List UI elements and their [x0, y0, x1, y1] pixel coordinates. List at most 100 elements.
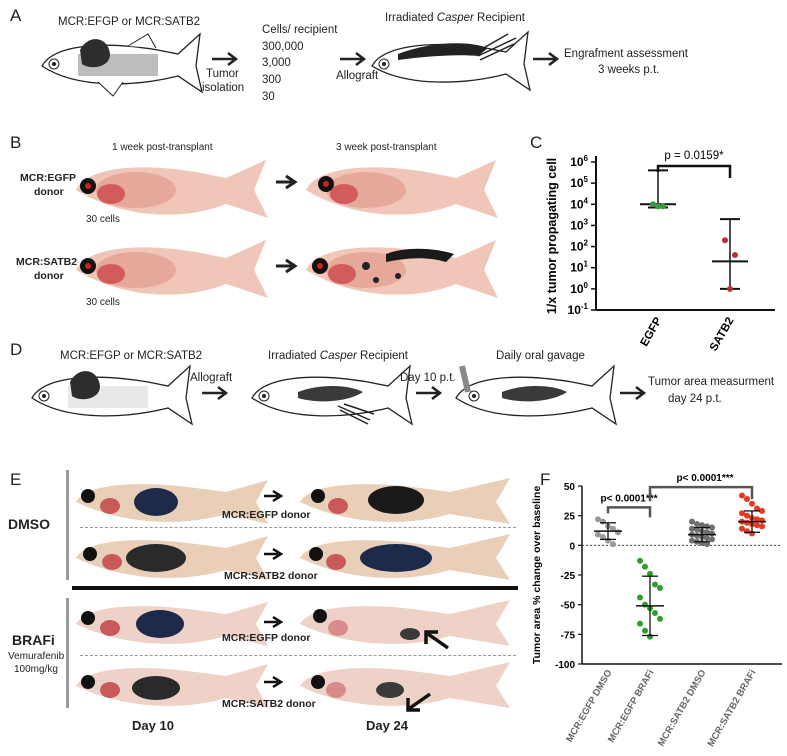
- arrow-e-highlight-1: [424, 630, 450, 650]
- dose-label: 100mg/kg: [14, 664, 58, 675]
- significance-bracket: [656, 164, 732, 178]
- fish-photo-b1: [76, 160, 268, 218]
- data-point: [704, 535, 710, 542]
- drug-label: Vemurafenib: [8, 651, 65, 662]
- data-point: [650, 201, 656, 208]
- panel-e-separator: [72, 586, 518, 590]
- data-point: [759, 507, 765, 514]
- data-point: [739, 525, 745, 532]
- brafi-label: BRAFi: [12, 632, 55, 648]
- arrow-e3: [264, 615, 284, 629]
- data-point: [694, 526, 700, 533]
- y-tick-label: 106: [570, 154, 588, 169]
- y-tick-label: 0: [569, 541, 575, 552]
- data-point: [744, 512, 750, 519]
- data-point: [660, 203, 666, 210]
- recipient-label-d: Irradiated Casper Recipient: [268, 350, 408, 362]
- fish-schematic-d1: [31, 364, 194, 426]
- x-tick-label: EGFP: [639, 315, 665, 348]
- arrow-a3: [533, 52, 560, 66]
- data-point: [694, 532, 700, 539]
- y-tick-label: 103: [570, 217, 588, 232]
- data-point: [642, 601, 648, 608]
- panel-b-cells-2: 30 cells: [86, 297, 120, 308]
- data-point: [600, 534, 606, 541]
- fish-schematic-a1: [41, 32, 204, 97]
- panel-f-chart: -100 -75 -50 -25 0 25 50 Tumor area % change ov…: [531, 473, 782, 749]
- data-point: [655, 203, 661, 210]
- data-point: [595, 531, 601, 538]
- y-tick-label: 102: [570, 239, 588, 254]
- data-point: [657, 615, 663, 622]
- panel-b-col2-title: 3 week post-transplant: [336, 142, 437, 153]
- data-point: [709, 530, 715, 537]
- data-point: [615, 529, 621, 536]
- panel-b-cells-1: 30 cells: [86, 214, 120, 225]
- fish-photo-e1: [76, 480, 268, 524]
- y-tick-label: 50: [564, 482, 576, 493]
- data-point: [754, 516, 760, 523]
- y-tick-label: -75: [561, 630, 576, 641]
- panel-b-row1-label-2: donor: [34, 186, 64, 198]
- fish-photo-e7: [76, 664, 268, 708]
- y-tick-label: -25: [561, 571, 576, 582]
- p-value-annotation: p = 0.0159*: [664, 150, 724, 162]
- fish-photo-e2: [300, 478, 510, 524]
- assessment-label-1: Engrafment assessment: [564, 48, 689, 60]
- panel-label-d: D: [10, 340, 23, 359]
- panel-b-row2-label-2: donor: [34, 270, 64, 282]
- data-point: [637, 594, 643, 601]
- data-point: [610, 541, 616, 548]
- data-point: [754, 522, 760, 529]
- arrow-b2: [276, 258, 298, 274]
- data-point: [749, 500, 755, 507]
- panel-b-col1-title: 1 week post-transplant: [112, 142, 213, 153]
- data-point: [694, 520, 700, 527]
- satb2-donor-label-2: MCR:SATB2 donor: [222, 698, 316, 710]
- cells-count-4: 30: [262, 91, 275, 103]
- fish-photo-b4: [306, 240, 498, 298]
- x-tick-label: MCR:EGFP DMSO: [564, 668, 614, 744]
- y-tick-label: -50: [561, 601, 576, 612]
- satb2-donor-label-1: MCR:SATB2 donor: [224, 570, 318, 582]
- data-point: [704, 541, 710, 548]
- fish-photo-e3: [76, 536, 268, 580]
- panel-b-row1-label-1: MCR:EGFP: [20, 172, 76, 184]
- day10-label-d: Day 10 p.t.: [400, 372, 456, 384]
- panel-d-donor-label: MCR:EFGP or MCR:SATB2: [60, 350, 203, 362]
- fish-photo-e4: [300, 534, 510, 580]
- data-point: [642, 627, 648, 634]
- p-value-annotation-1: p< 0.0001***: [601, 493, 658, 504]
- gavage-label: Daily oral gavage: [496, 350, 585, 362]
- data-point: [754, 505, 760, 512]
- data-point: [595, 516, 601, 523]
- measure-label-2: day 24 p.t.: [668, 393, 722, 405]
- panel-a-donor-label: MCR:EFGP or MCR:SATB2: [58, 16, 201, 28]
- panel-label-b: B: [10, 133, 22, 152]
- fish-photo-e5: [76, 602, 268, 646]
- data-point: [732, 251, 738, 258]
- allograft-label-d: Allograft: [190, 372, 233, 384]
- data-point: [739, 492, 745, 499]
- panel-c-chart: 10-1 100 101 102 103 104 105 106 1/x tumor propa…: [545, 150, 775, 353]
- y-tick-label: 101: [570, 260, 588, 275]
- arrow-e4: [264, 675, 284, 689]
- y-tick-label: 105: [570, 175, 588, 190]
- brafi-bracket: [66, 598, 69, 708]
- fish-schematic-d2: [251, 364, 414, 426]
- day10-label-e: Day 10: [132, 718, 174, 733]
- data-point: [652, 609, 658, 616]
- data-point: [709, 536, 715, 543]
- x-tick-label: MCR:SATB2 DMSO: [656, 668, 709, 748]
- y-axis-label: Tumor area % change over baseline: [531, 486, 543, 665]
- data-point: [759, 523, 765, 530]
- panel-b-row2-label-1: MCR:SATB2: [16, 256, 78, 268]
- y-axis-label: 1/x tumor propagating cell: [545, 158, 559, 314]
- fish-photo-e6: [300, 600, 510, 646]
- data-point: [637, 620, 643, 627]
- dmso-label: DMSO: [8, 516, 50, 532]
- arrow-b1: [276, 174, 298, 190]
- fish-photo-b3: [76, 240, 268, 298]
- y-tick-label: -100: [555, 660, 575, 671]
- data-point: [699, 522, 705, 529]
